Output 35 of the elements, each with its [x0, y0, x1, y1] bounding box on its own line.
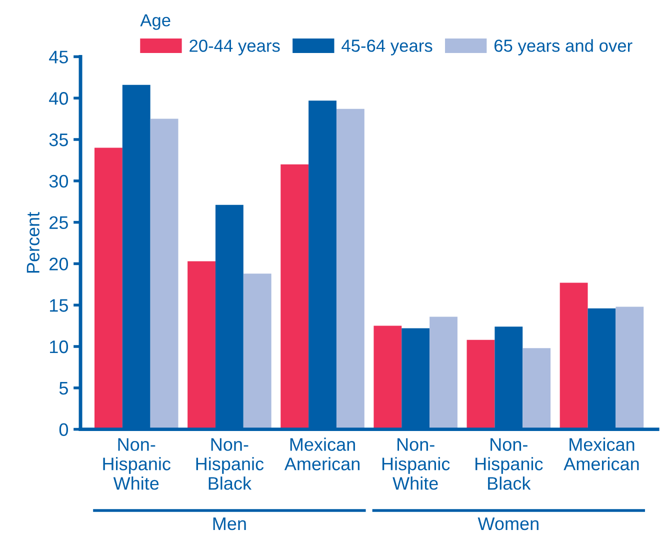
bar — [94, 148, 122, 430]
bar — [280, 164, 309, 430]
legend-label: 45-64 years — [342, 40, 432, 56]
bar — [188, 261, 216, 430]
y-tick-label: 30 — [49, 174, 68, 188]
legend-label: 65 years and over — [494, 39, 632, 56]
y-tick-label: 35 — [49, 133, 68, 146]
bar — [430, 316, 458, 430]
y-tick-label: 45 — [49, 50, 68, 64]
y-tick-label: 15 — [50, 299, 68, 312]
bar — [560, 282, 588, 430]
x-tick-label: Mexican American — [284, 438, 360, 470]
bar — [243, 274, 272, 430]
y-axis-title: Percent — [26, 212, 40, 273]
x-tick-label: Non- Hispanic White — [103, 438, 171, 490]
legend-title: Age — [140, 14, 170, 30]
y-tick-label: 40 — [49, 92, 68, 105]
bar — [150, 118, 178, 430]
bar — [616, 306, 644, 430]
text: Women — [478, 518, 538, 530]
y-tick-label: 5 — [59, 382, 68, 395]
x-tick-label: Mexican American — [564, 438, 639, 470]
bar — [336, 108, 364, 430]
y-tick-label: 0 — [59, 423, 68, 436]
y-tick-label: 10 — [50, 340, 68, 354]
x-tick-label: Non- Hispanic Black — [476, 438, 543, 490]
x-tick-label: Non- Hispanic White — [382, 438, 450, 490]
text: Men — [213, 518, 246, 530]
bar — [466, 340, 495, 430]
y-tick-label: 20 — [50, 258, 68, 270]
bar — [374, 326, 402, 430]
y-tick-label: 25 — [50, 216, 68, 230]
bar — [522, 348, 551, 430]
x-tick-label: Non- Hispanic Black — [196, 438, 264, 490]
legend-label: 20-44 years — [190, 40, 280, 56]
